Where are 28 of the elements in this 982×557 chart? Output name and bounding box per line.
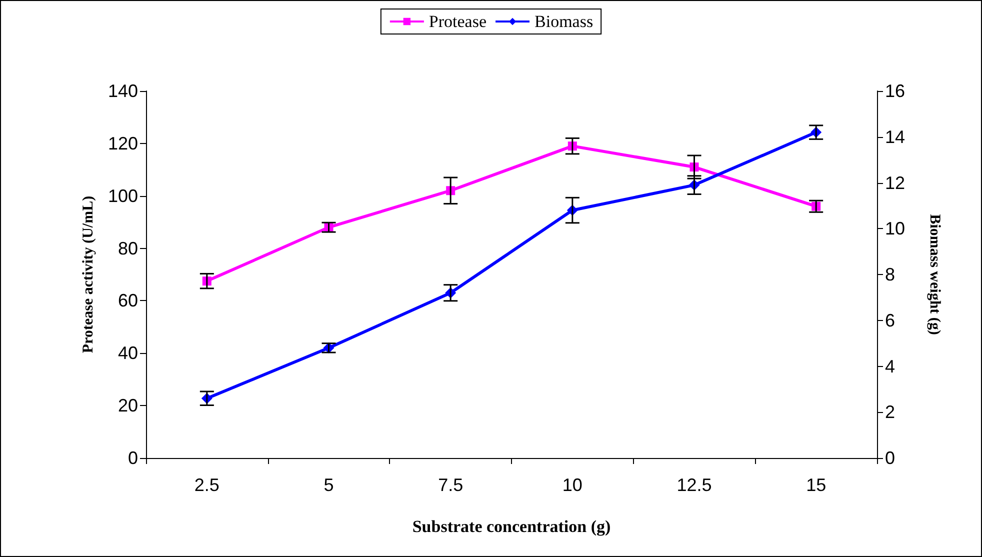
y2-tick-label: 12 xyxy=(885,172,906,193)
y2-tick-label: 16 xyxy=(885,81,906,101)
x-tick-label: 7.5 xyxy=(438,475,464,495)
y2-tick-label: 2 xyxy=(885,402,896,422)
x-tick-label: 5 xyxy=(324,475,334,495)
y2-tick-label: 0 xyxy=(885,448,896,468)
y2-tick-label: 10 xyxy=(885,218,906,239)
y-tick-label: 140 xyxy=(108,81,138,101)
y-tick-label: 0 xyxy=(128,448,138,468)
y2-tick-label: 14 xyxy=(885,126,906,147)
x-axis-title: Substrate concentration (g) xyxy=(412,517,611,536)
legend-label: Biomass xyxy=(534,12,594,31)
y-tick-label: 20 xyxy=(118,396,138,416)
y-tick-label: 120 xyxy=(108,133,138,154)
legend-label: Protease xyxy=(428,12,487,31)
x-tick-label: 15 xyxy=(806,475,826,495)
y2-tick-label: 4 xyxy=(885,356,896,376)
y-axis-title: Protease activity (U/mL) xyxy=(80,196,96,354)
x-tick-label: 2.5 xyxy=(194,475,220,495)
x-tick-label: 12.5 xyxy=(676,475,712,495)
x-tick-label: 10 xyxy=(562,475,582,495)
y-tick-label: 100 xyxy=(108,186,138,206)
y2-axis-title: Biomass weight (g) xyxy=(926,214,942,335)
y-tick-label: 80 xyxy=(118,238,138,258)
y-tick-label: 40 xyxy=(118,343,138,364)
y2-tick-label: 6 xyxy=(885,310,896,330)
y2-tick-label: 8 xyxy=(885,264,896,284)
y-tick-label: 60 xyxy=(118,290,138,311)
